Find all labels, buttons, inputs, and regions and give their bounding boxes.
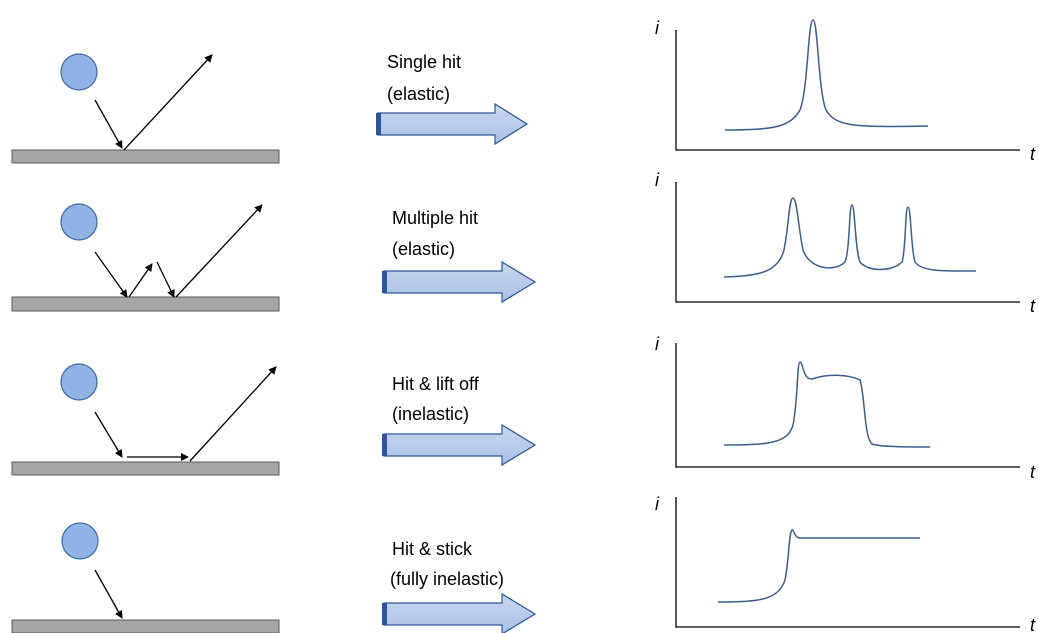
y-axis-label: i	[655, 18, 660, 38]
arrow	[128, 263, 153, 298]
curve	[723, 361, 931, 448]
plate	[11, 149, 280, 164]
arrow	[156, 261, 175, 298]
arrow	[123, 54, 213, 151]
ball	[60, 203, 98, 241]
axes	[675, 497, 1020, 628]
y-axis-label: i	[655, 170, 660, 190]
y-axis-label: i	[655, 334, 660, 354]
row-single-hit: Single hit (elastic) i t	[11, 18, 1036, 164]
arrow	[189, 366, 277, 462]
label: (elastic)	[387, 84, 450, 104]
big-arrow	[383, 260, 537, 304]
big-arrow	[377, 102, 529, 146]
curve	[723, 197, 977, 278]
big-arrow-strip	[376, 113, 381, 135]
x-axis-label: t	[1030, 144, 1036, 164]
label: Hit & lift off	[392, 374, 480, 394]
label: Single hit	[387, 52, 461, 72]
x-axis-label: t	[1030, 296, 1036, 316]
arrow	[94, 411, 123, 458]
big-arrow-strip	[382, 603, 387, 625]
axes	[675, 343, 1020, 468]
big-arrow-strip	[382, 271, 387, 293]
curve	[724, 19, 929, 131]
x-axis-label: t	[1030, 462, 1036, 482]
plate	[11, 619, 280, 633]
arrow	[94, 99, 123, 149]
curve	[717, 529, 920, 603]
x-axis-label: t	[1030, 615, 1036, 633]
row-hit-stick: Hit & stick (fully inelastic) i t	[11, 494, 1036, 633]
label: (elastic)	[392, 239, 455, 259]
label: (inelastic)	[392, 404, 469, 424]
arrow	[94, 251, 128, 298]
big-arrow	[383, 423, 537, 467]
ball	[60, 53, 98, 91]
row-hit-lift-off: Hit & lift off (inelastic) i t	[11, 334, 1036, 482]
big-arrow	[383, 592, 537, 633]
plate	[11, 461, 280, 476]
arrow	[175, 204, 263, 298]
label: Multiple hit	[392, 208, 478, 228]
ball	[61, 522, 99, 560]
arrow	[94, 569, 123, 619]
axes	[675, 182, 1020, 303]
y-axis-label: i	[655, 494, 660, 514]
label: Hit & stick	[392, 539, 473, 559]
axes	[675, 30, 1020, 151]
row-multiple-hit: Multiple hit (elastic) i t	[11, 170, 1036, 316]
plate	[11, 296, 280, 312]
ball	[60, 363, 98, 401]
label: (fully inelastic)	[390, 569, 504, 589]
big-arrow-strip	[382, 434, 387, 456]
